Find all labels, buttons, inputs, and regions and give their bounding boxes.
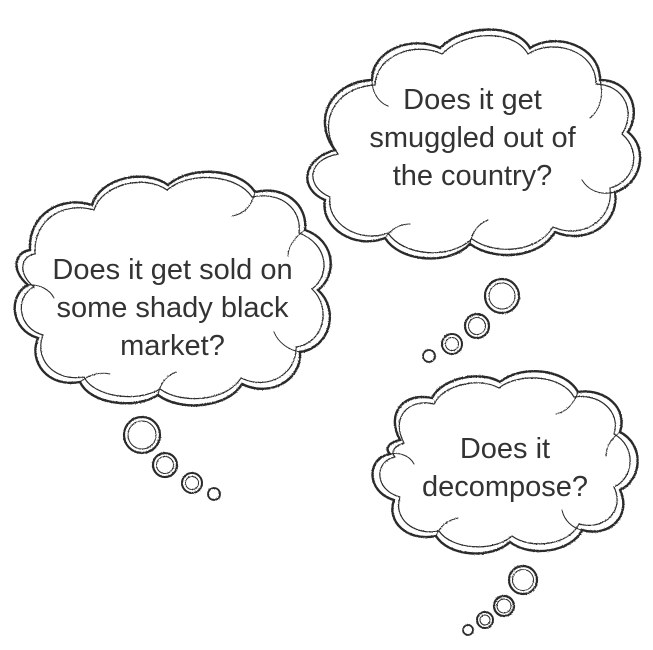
bubble-tiny <box>422 349 436 363</box>
bubbles-top-right <box>422 277 521 363</box>
bubble-large <box>483 277 521 315</box>
cloud-top-right <box>306 28 642 260</box>
bubble-small <box>181 472 203 494</box>
thought-text-bottom-right: Does it decompose? <box>385 418 625 518</box>
thought-text-top-right: Does it get smuggled out of the country? <box>325 68 620 208</box>
cloud-bottom-right <box>371 370 639 555</box>
bubbles-bottom-right <box>462 564 539 636</box>
cloud-left <box>13 170 332 407</box>
thought-line: Does it get sold on <box>52 253 293 286</box>
thought-line: some shady black <box>56 291 289 324</box>
bubble-tiny <box>207 487 221 501</box>
thought-line: Does it get <box>403 83 542 116</box>
bubble-small <box>476 611 494 629</box>
thought-line: smuggled out of <box>369 121 576 154</box>
thought-text-left: Does it get sold on some shady black mar… <box>20 238 325 378</box>
bubbles-left <box>122 415 221 501</box>
thought-line: the country? <box>392 160 553 193</box>
bubble-large <box>507 564 539 596</box>
bubble-small <box>441 333 463 355</box>
thought-line: market? <box>120 330 225 363</box>
thought-line: decompose? <box>421 471 589 503</box>
bubble-tiny <box>462 624 474 636</box>
thought-line: Does it <box>459 432 551 465</box>
bubble-large <box>122 415 162 455</box>
